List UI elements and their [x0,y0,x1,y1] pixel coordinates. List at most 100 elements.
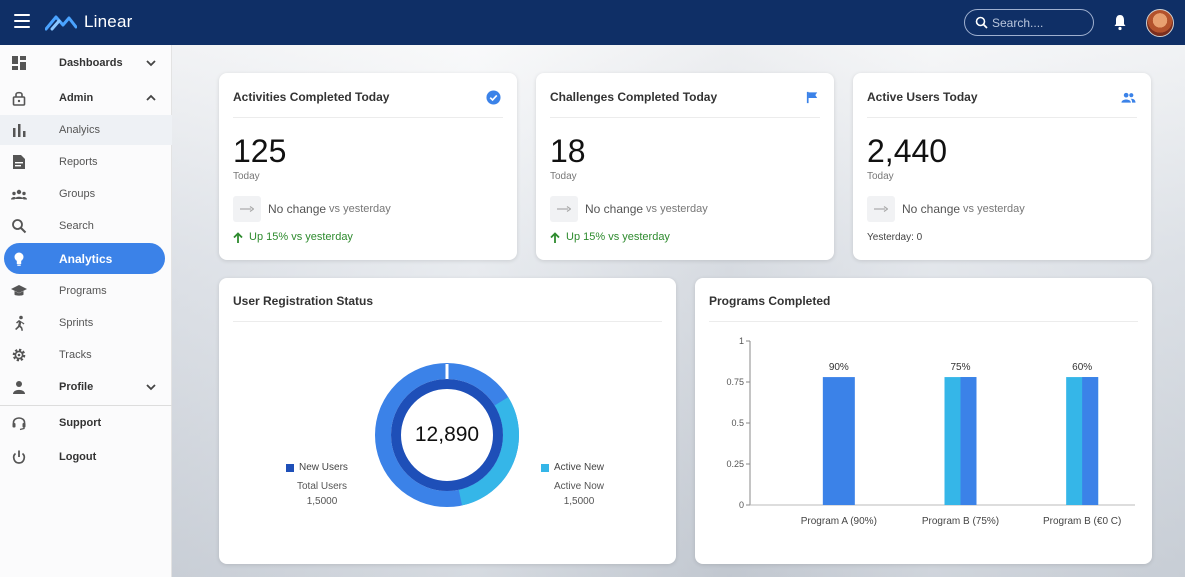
stat-card-activities: Activities Completed Today 125 Today No … [219,73,517,260]
card-divider [709,321,1138,322]
yesterday-value: Yesterday: 0 [867,232,923,243]
stat-period: Today [550,171,577,182]
users-icon [1121,92,1136,103]
sidebar-item-profile[interactable]: Profile [0,372,172,402]
x-tick-label: Program B (€0 C) [1043,516,1121,527]
donut-chart [375,363,519,507]
sidebar-item-label: Groups [59,188,96,200]
avatar[interactable] [1146,9,1174,37]
sidebar-item-label: Logout [59,451,97,463]
groups-icon [11,189,27,200]
arrow-up-icon [233,231,243,243]
donut-inner-ring [391,379,503,491]
sidebar-item-admin[interactable]: Admin [0,83,172,113]
stat-card-challenges: Challenges Completed Today 18 Today No c… [536,73,834,260]
sidebar-item-tracks[interactable]: Tracks [0,340,172,370]
sidebar-item-support[interactable]: Support [0,408,172,438]
sidebar-item-programs[interactable]: Programs [0,276,172,306]
lightbulb-icon [14,252,24,266]
power-icon [12,450,26,464]
graduation-cap-icon [11,285,27,296]
arrow-right-icon [550,196,578,222]
search-icon [12,219,27,234]
trend-row: Up 15% vs yesterday [233,231,353,243]
chevron-up-icon [146,94,156,101]
headset-icon [12,417,26,431]
report-icon [13,155,25,169]
sidebar-item-dashboards[interactable]: Dashboards [0,48,172,78]
stat-value: 125 [233,133,287,169]
gear-icon [12,348,26,362]
sidebar-item-label: Tracks [59,349,92,361]
sidebar-item-analytics[interactable]: Analytics [4,243,165,274]
no-change-text: No change [902,202,961,216]
no-change-subtext: vs yesterday [646,203,708,215]
legend-sub-label: Total Users [296,481,347,492]
sidebar-item-label: Analyics [59,124,100,136]
card-divider [867,117,1137,118]
legend-swatch [541,463,549,472]
sidebar-item-label: Support [59,417,102,429]
no-change-subtext: vs yesterday [329,203,391,215]
sidebar-divider [0,405,172,406]
legend-sub-value: 1,5000 [563,496,595,507]
sidebar-item-label: Profile [59,381,94,393]
stat-value: 18 [550,133,586,169]
search-input[interactable] [992,15,1087,30]
flag-icon [806,91,818,104]
bar-chart-icon [13,124,26,137]
sidebar-item-label: Dashboards [59,57,123,69]
sidebar-item-label: Programs [59,285,107,297]
data-label: 90% [829,362,849,373]
no-change-row: No change vs yesterday [867,196,1025,222]
card-title: Active Users Today [867,90,978,104]
chevron-down-icon [146,384,156,391]
sidebar-item-label: Analytics [59,251,113,266]
sidebar-item-sprints[interactable]: Sprints [0,308,172,338]
card-divider [233,321,662,322]
stat-value: 2,440 [867,133,948,169]
stat-period: Today [867,171,894,182]
donut-active-segment [458,397,519,506]
no-change-text: No change [268,202,327,216]
sidebar-item-analyics[interactable]: Analyics [0,115,172,145]
menu-icon[interactable] [14,14,30,28]
y-tick-label: 0.75 [726,377,744,387]
bell-icon[interactable] [1112,13,1128,31]
y-tick-label: 0.25 [726,459,744,469]
bar [822,377,855,505]
no-change-subtext: vs yesterday [963,203,1025,215]
stat-card-active-users: Active Users Today 2,440 Today No change… [853,73,1151,260]
legend-active-new: Active New [541,462,604,473]
x-tick-label: Program A (90%) [801,516,877,527]
sidebar-item-label: Reports [59,156,98,168]
card-title: Activities Completed Today [233,90,390,104]
arrow-right-icon [867,196,895,222]
sidebar-item-groups[interactable]: Groups [0,179,172,209]
trend-text: Up 15% vs yesterday [566,231,670,243]
data-label: 75% [950,362,970,373]
trend-row: Up 15% vs yesterday [550,231,670,243]
chevron-down-icon [146,60,156,67]
dashboard-icon [12,56,26,70]
sidebar-item-logout[interactable]: Logout [0,442,172,472]
sidebar-item-label: Search [59,220,94,232]
arrow-up-icon [550,231,560,243]
legend-label: New Users [299,462,348,473]
arrow-right-icon [233,196,261,222]
sidebar-item-label: Sprints [59,317,94,329]
no-change-row: No change vs yesterday [550,196,708,222]
legend-sub-label: Active Now [553,481,604,492]
no-change-row: No change vs yesterday [233,196,391,222]
search-box[interactable] [964,9,1094,36]
sidebar-item-label: Admin [59,92,94,104]
card-title: Challenges Completed Today [550,90,718,104]
app-title: Linear [84,12,133,31]
legend-new-users: New Users [286,462,348,473]
donut-center [402,390,492,480]
sidebar-item-search[interactable]: Search [0,211,172,241]
check-circle-icon [486,90,501,105]
sidebar-item-reports[interactable]: Reports [0,147,172,177]
data-label: 60% [1072,362,1092,373]
card-divider [550,117,820,118]
